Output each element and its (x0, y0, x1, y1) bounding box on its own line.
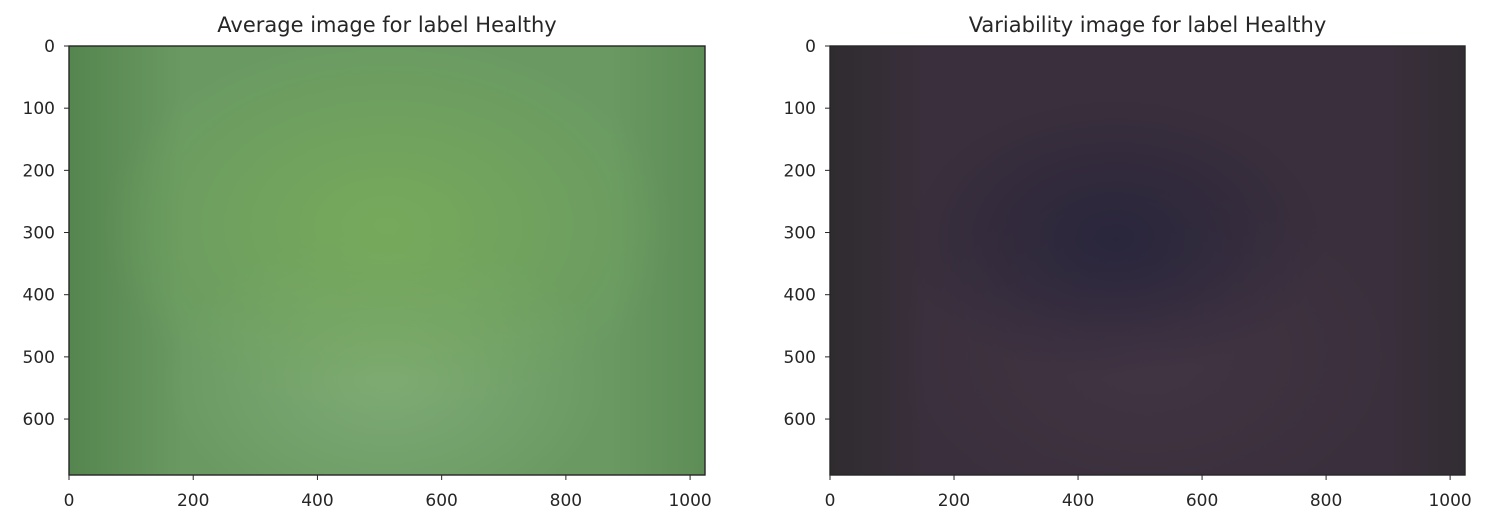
variability-ytick-label-0: 0 (805, 37, 816, 57)
variability-title: Variability image for label Healthy (969, 13, 1327, 37)
variability-ytick-label-200: 200 (784, 161, 816, 181)
average-xtick-label-400: 400 (301, 491, 333, 511)
average-xtick-label-1000: 1000 (668, 491, 711, 511)
variability-ytick-label-400: 400 (784, 286, 816, 306)
variability-image-center-region (830, 46, 1465, 475)
average-plot: Average image for label Healthy 0 200 400 60… (23, 13, 712, 511)
average-ytick-label-500: 500 (23, 348, 55, 368)
average-ytick-label-0: 0 (44, 37, 55, 57)
variability-ytick-label-500: 500 (784, 348, 816, 368)
variability-xtick-label-200: 200 (938, 491, 970, 511)
average-xtick-label-600: 600 (425, 491, 457, 511)
average-ytick-label-400: 400 (23, 286, 55, 306)
variability-xtick-label-0: 0 (825, 491, 836, 511)
variability-axes-frame (829, 45, 1466, 476)
variability-xtick-label-800: 800 (1310, 491, 1342, 511)
average-image-center-region (69, 46, 705, 475)
average-title: Average image for label Healthy (217, 13, 556, 37)
variability-ytick-label-300: 300 (784, 224, 816, 244)
variability-ytick-label-100: 100 (784, 99, 816, 119)
variability-plot: Variability image for label Healthy 0 200 4… (784, 13, 1472, 511)
average-ytick-label-200: 200 (23, 161, 55, 181)
average-axes-frame (68, 45, 706, 476)
average-xtick-label-800: 800 (550, 491, 582, 511)
variability-ytick-label-600: 600 (784, 410, 816, 430)
average-ytick-label-600: 600 (23, 410, 55, 430)
variability-xtick-label-400: 400 (1062, 491, 1094, 511)
variability-xtick-label-600: 600 (1186, 491, 1218, 511)
average-ytick-label-300: 300 (23, 224, 55, 244)
average-ytick-label-100: 100 (23, 99, 55, 119)
variability-xtick-label-1000: 1000 (1428, 491, 1471, 511)
average-xtick-label-200: 200 (177, 491, 209, 511)
average-xtick-label-0: 0 (64, 491, 75, 511)
